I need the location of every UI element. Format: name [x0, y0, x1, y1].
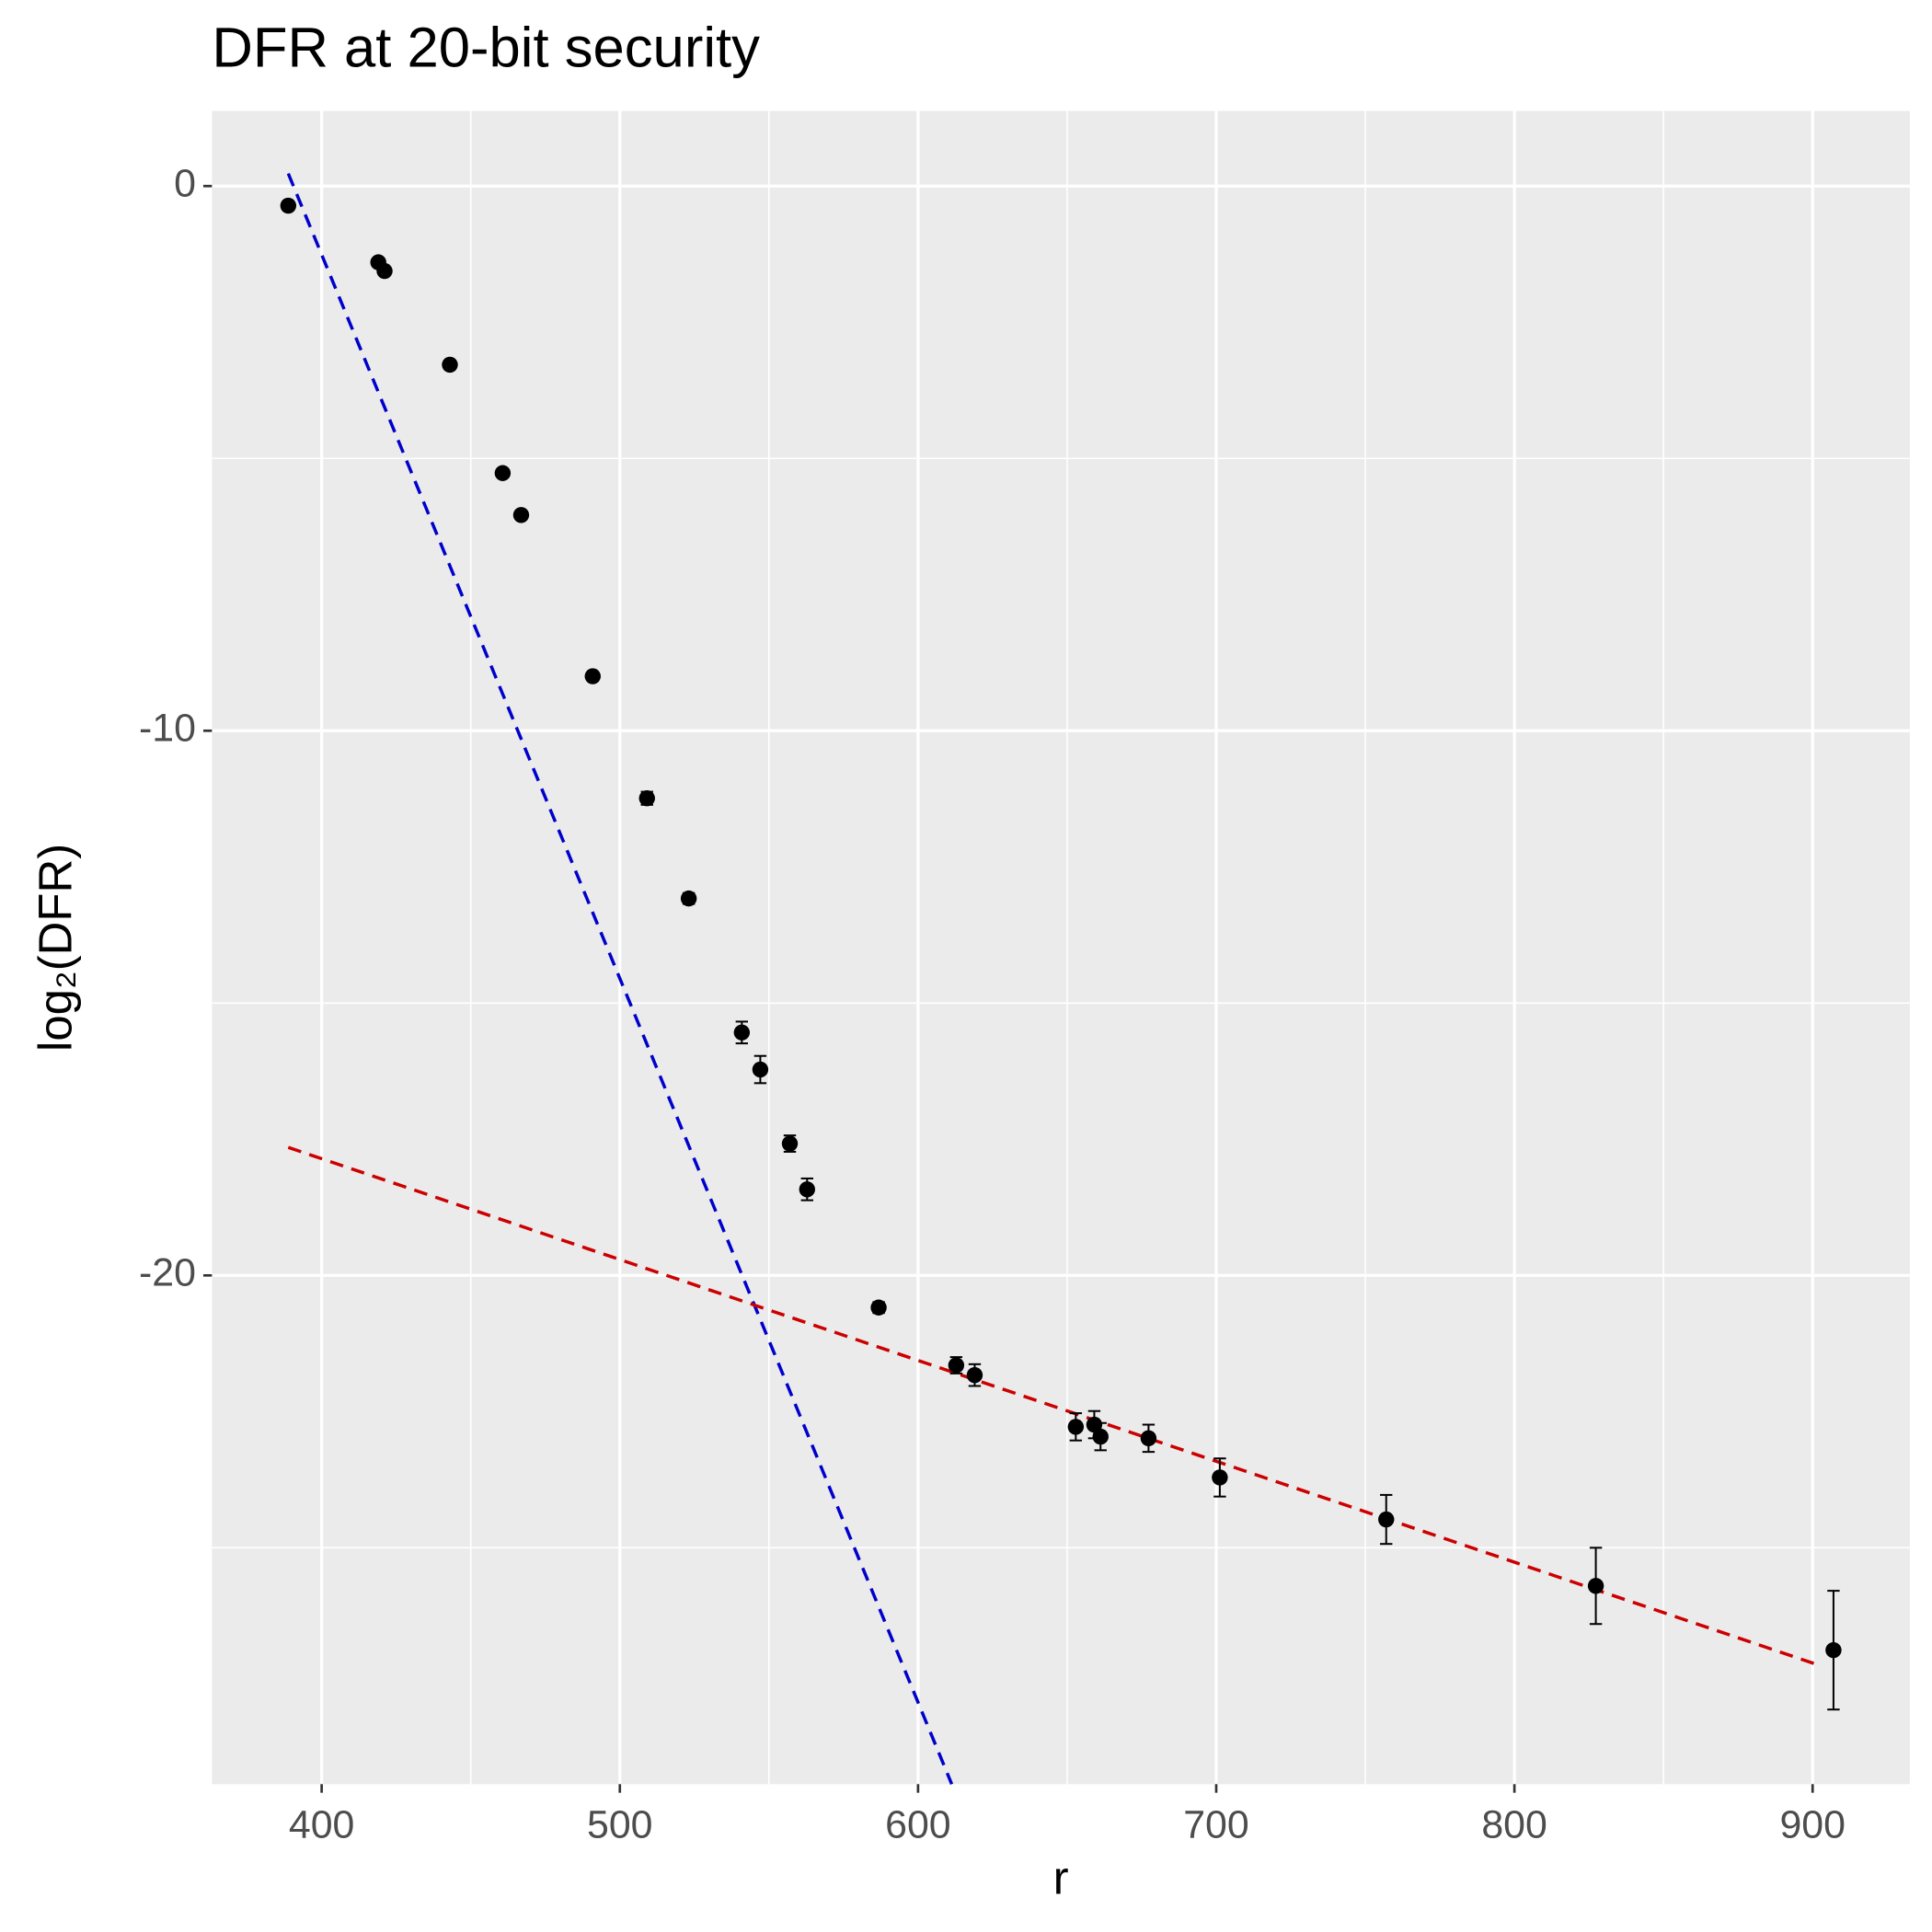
x-tick-label: 400: [289, 1802, 354, 1846]
x-axis-title: r: [1053, 1852, 1069, 1904]
fit-line: [287, 1145, 1823, 1668]
point: [376, 262, 393, 280]
x-tick-label: 800: [1481, 1802, 1547, 1846]
y-tick-label: -10: [139, 707, 196, 751]
point: [1140, 1430, 1157, 1447]
y-axis-title: log₂(DFR): [29, 844, 82, 1052]
point: [638, 789, 655, 807]
y-tick-label: -20: [139, 1251, 196, 1295]
point: [966, 1366, 983, 1384]
point: [512, 507, 530, 523]
point: [870, 1299, 887, 1316]
point: [584, 668, 601, 684]
point: [494, 465, 512, 481]
y-tick-label: 0: [174, 162, 196, 206]
point: [799, 1181, 816, 1198]
point: [1067, 1419, 1085, 1435]
point: [1587, 1578, 1604, 1594]
point: [1092, 1428, 1109, 1445]
point: [1086, 1416, 1103, 1433]
x-tick-label: 500: [587, 1802, 652, 1846]
plot-panel: [212, 110, 1910, 1785]
point: [442, 356, 458, 374]
x-tick-label: 600: [885, 1802, 950, 1846]
point: [1378, 1511, 1395, 1528]
point: [733, 1024, 751, 1041]
x-tick-label: 700: [1183, 1802, 1248, 1846]
point: [948, 1357, 965, 1374]
x-tick-label: 900: [1779, 1802, 1845, 1846]
point: [1212, 1469, 1228, 1486]
fit-line: [286, 172, 954, 1785]
point: [752, 1061, 769, 1078]
point: [280, 197, 297, 214]
point: [680, 890, 697, 907]
point: [781, 1135, 799, 1152]
chart-title: DFR at 20-bit security: [212, 17, 760, 80]
point: [1825, 1641, 1842, 1659]
